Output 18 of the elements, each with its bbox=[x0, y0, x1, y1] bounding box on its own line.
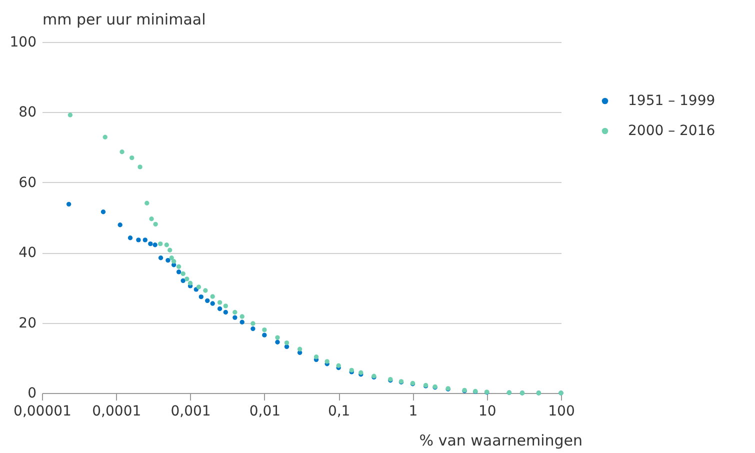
y-tick-label: 40 bbox=[18, 245, 36, 262]
x-tick-label: 0,00001 bbox=[14, 404, 72, 420]
y-tick-label: 100 bbox=[10, 34, 36, 50]
legend-label: 2000 – 2016 bbox=[628, 123, 716, 139]
x-tick-label: 1 bbox=[408, 404, 418, 420]
x-tick-label: 100 bbox=[548, 404, 575, 420]
y-axis-title: mm per uur minimaal bbox=[42, 10, 206, 28]
x-axis-title: % van waarnemingen bbox=[419, 432, 582, 450]
x-tick-label: 0,1 bbox=[328, 404, 350, 420]
x-tick-label: 0,0001 bbox=[92, 404, 142, 420]
x-tick-label: 0,01 bbox=[249, 404, 281, 420]
legend-label: 1951 – 1999 bbox=[628, 93, 716, 109]
y-tick-label: 20 bbox=[18, 315, 36, 332]
y-tick-label: 0 bbox=[28, 386, 36, 402]
y-tick-label: 80 bbox=[18, 104, 36, 121]
y-tick-label: 60 bbox=[18, 174, 36, 191]
x-tick-label: 10 bbox=[478, 404, 496, 420]
x-tick-label: 0,001 bbox=[170, 404, 211, 420]
